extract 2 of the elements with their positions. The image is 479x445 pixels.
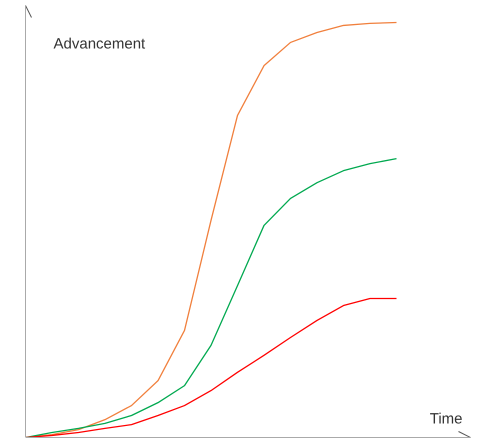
y-axis-title: Advancement	[54, 36, 146, 52]
x-axis-title: Time	[430, 410, 463, 428]
